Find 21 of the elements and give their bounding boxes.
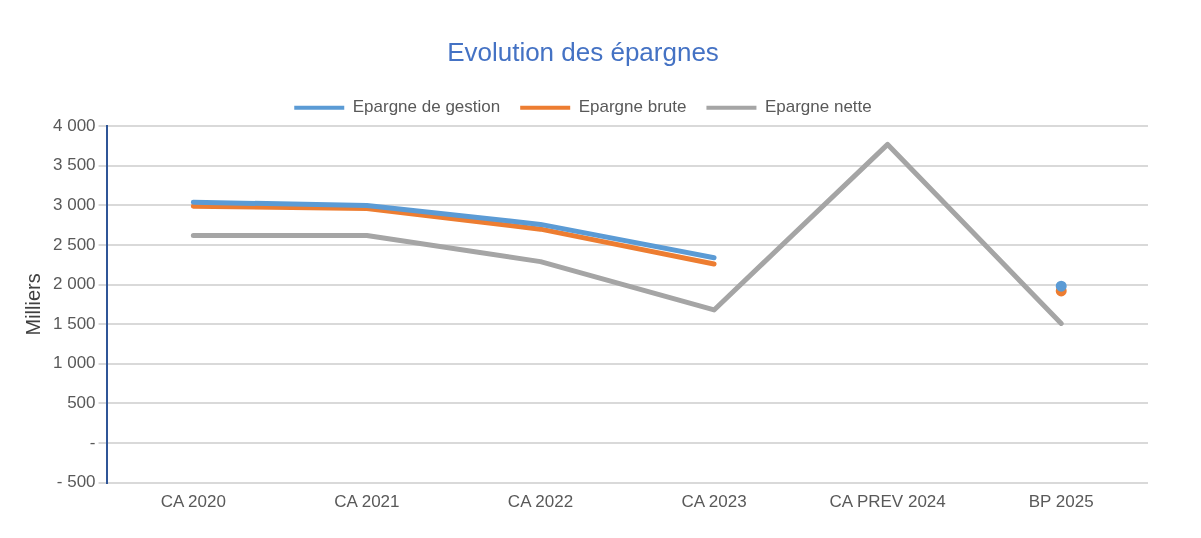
legend-label: Epargne brute <box>578 97 687 117</box>
y-tick-label: 2 500 <box>52 234 96 254</box>
x-tick-label: CA 2022 <box>507 492 574 512</box>
y-tick-label: 500 <box>67 393 96 413</box>
x-tick-label: CA PREV 2024 <box>829 492 946 512</box>
y-axis-title: Milliers <box>21 273 44 336</box>
x-tick-label: BP 2025 <box>1028 492 1094 512</box>
y-tick-label: 3 500 <box>52 155 96 175</box>
legend-label: Epargne de gestion <box>352 97 501 117</box>
y-tick-label: - <box>89 432 96 452</box>
y-tick-label: - 500 <box>56 472 96 492</box>
x-tick-label: CA 2020 <box>160 492 226 512</box>
x-tick-label: CA 2021 <box>334 492 400 512</box>
y-tick-label: 1 500 <box>52 313 96 333</box>
y-tick-label: 4 000 <box>52 115 96 135</box>
x-tick-label: CA 2023 <box>681 492 747 512</box>
y-tick-label: 3 000 <box>52 195 96 215</box>
legend-label: Epargne nette <box>764 97 872 117</box>
y-tick-label: 2 000 <box>52 274 96 294</box>
y-tick-label: 1 000 <box>52 353 96 373</box>
chart-title: Evolution des épargnes <box>447 36 719 67</box>
